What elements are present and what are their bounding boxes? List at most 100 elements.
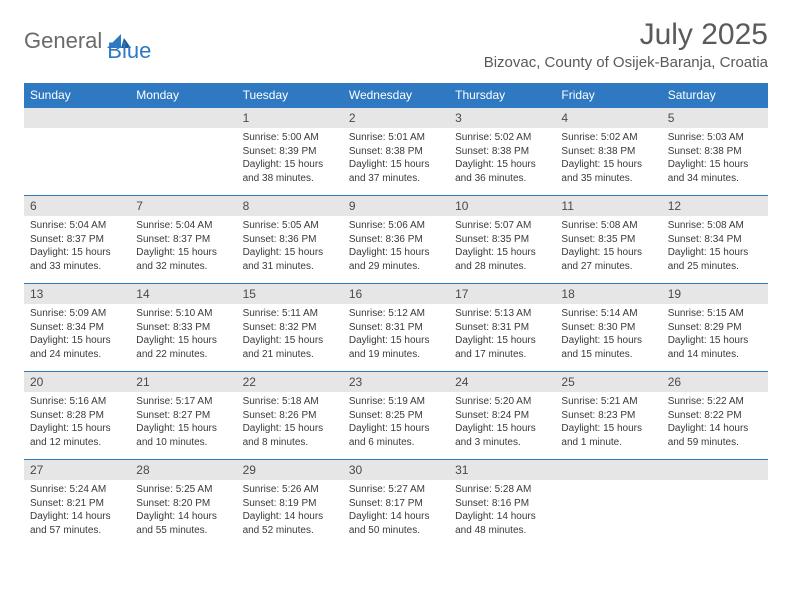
calendar-day-cell: 25Sunrise: 5:21 AMSunset: 8:23 PMDayligh… bbox=[555, 372, 661, 460]
calendar-day-cell: 10Sunrise: 5:07 AMSunset: 8:35 PMDayligh… bbox=[449, 196, 555, 284]
sunset-text: Sunset: 8:20 PM bbox=[136, 497, 230, 511]
day-number: 21 bbox=[130, 372, 236, 392]
empty-day bbox=[130, 108, 236, 128]
daylight-text: Daylight: 15 hours and 34 minutes. bbox=[668, 158, 762, 185]
sunset-text: Sunset: 8:36 PM bbox=[349, 233, 443, 247]
day-details: Sunrise: 5:11 AMSunset: 8:32 PMDaylight:… bbox=[237, 304, 343, 365]
sunrise-text: Sunrise: 5:12 AM bbox=[349, 307, 443, 321]
day-details: Sunrise: 5:16 AMSunset: 8:28 PMDaylight:… bbox=[24, 392, 130, 453]
sunrise-text: Sunrise: 5:02 AM bbox=[455, 131, 549, 145]
day-number: 5 bbox=[662, 108, 768, 128]
calendar-week-row: 1Sunrise: 5:00 AMSunset: 8:39 PMDaylight… bbox=[24, 108, 768, 196]
day-number: 7 bbox=[130, 196, 236, 216]
sunset-text: Sunset: 8:34 PM bbox=[668, 233, 762, 247]
calendar-day-cell: 31Sunrise: 5:28 AMSunset: 8:16 PMDayligh… bbox=[449, 460, 555, 548]
daylight-text: Daylight: 15 hours and 38 minutes. bbox=[243, 158, 337, 185]
calendar-day-cell: 24Sunrise: 5:20 AMSunset: 8:24 PMDayligh… bbox=[449, 372, 555, 460]
day-number: 28 bbox=[130, 460, 236, 480]
day-details: Sunrise: 5:21 AMSunset: 8:23 PMDaylight:… bbox=[555, 392, 661, 453]
daylight-text: Daylight: 15 hours and 29 minutes. bbox=[349, 246, 443, 273]
day-details: Sunrise: 5:20 AMSunset: 8:24 PMDaylight:… bbox=[449, 392, 555, 453]
sunset-text: Sunset: 8:35 PM bbox=[561, 233, 655, 247]
calendar-day-cell: 17Sunrise: 5:13 AMSunset: 8:31 PMDayligh… bbox=[449, 284, 555, 372]
sunrise-text: Sunrise: 5:27 AM bbox=[349, 483, 443, 497]
calendar-day-cell bbox=[662, 460, 768, 548]
calendar-day-cell: 16Sunrise: 5:12 AMSunset: 8:31 PMDayligh… bbox=[343, 284, 449, 372]
day-details: Sunrise: 5:07 AMSunset: 8:35 PMDaylight:… bbox=[449, 216, 555, 277]
sunrise-text: Sunrise: 5:00 AM bbox=[243, 131, 337, 145]
weekday-header: Tuesday bbox=[237, 83, 343, 108]
sunrise-text: Sunrise: 5:01 AM bbox=[349, 131, 443, 145]
day-details: Sunrise: 5:04 AMSunset: 8:37 PMDaylight:… bbox=[130, 216, 236, 277]
day-details: Sunrise: 5:12 AMSunset: 8:31 PMDaylight:… bbox=[343, 304, 449, 365]
sunset-text: Sunset: 8:32 PM bbox=[243, 321, 337, 335]
calendar-day-cell: 15Sunrise: 5:11 AMSunset: 8:32 PMDayligh… bbox=[237, 284, 343, 372]
calendar-day-cell: 14Sunrise: 5:10 AMSunset: 8:33 PMDayligh… bbox=[130, 284, 236, 372]
daylight-text: Daylight: 15 hours and 25 minutes. bbox=[668, 246, 762, 273]
day-number: 10 bbox=[449, 196, 555, 216]
sunrise-text: Sunrise: 5:19 AM bbox=[349, 395, 443, 409]
day-number: 29 bbox=[237, 460, 343, 480]
sunset-text: Sunset: 8:37 PM bbox=[136, 233, 230, 247]
calendar-day-cell bbox=[24, 108, 130, 196]
day-details: Sunrise: 5:09 AMSunset: 8:34 PMDaylight:… bbox=[24, 304, 130, 365]
daylight-text: Daylight: 15 hours and 10 minutes. bbox=[136, 422, 230, 449]
daylight-text: Daylight: 15 hours and 37 minutes. bbox=[349, 158, 443, 185]
calendar-day-cell: 1Sunrise: 5:00 AMSunset: 8:39 PMDaylight… bbox=[237, 108, 343, 196]
calendar-day-cell: 2Sunrise: 5:01 AMSunset: 8:38 PMDaylight… bbox=[343, 108, 449, 196]
sunset-text: Sunset: 8:31 PM bbox=[455, 321, 549, 335]
day-number: 26 bbox=[662, 372, 768, 392]
day-number: 16 bbox=[343, 284, 449, 304]
sunrise-text: Sunrise: 5:15 AM bbox=[668, 307, 762, 321]
daylight-text: Daylight: 15 hours and 22 minutes. bbox=[136, 334, 230, 361]
header: General Blue July 2025 Bizovac, County o… bbox=[0, 0, 792, 77]
daylight-text: Daylight: 15 hours and 8 minutes. bbox=[243, 422, 337, 449]
calendar-day-cell: 18Sunrise: 5:14 AMSunset: 8:30 PMDayligh… bbox=[555, 284, 661, 372]
day-number: 2 bbox=[343, 108, 449, 128]
day-number: 4 bbox=[555, 108, 661, 128]
day-details: Sunrise: 5:00 AMSunset: 8:39 PMDaylight:… bbox=[237, 128, 343, 189]
day-details: Sunrise: 5:02 AMSunset: 8:38 PMDaylight:… bbox=[449, 128, 555, 189]
day-details: Sunrise: 5:06 AMSunset: 8:36 PMDaylight:… bbox=[343, 216, 449, 277]
sunset-text: Sunset: 8:24 PM bbox=[455, 409, 549, 423]
sunrise-text: Sunrise: 5:09 AM bbox=[30, 307, 124, 321]
calendar-day-cell: 4Sunrise: 5:02 AMSunset: 8:38 PMDaylight… bbox=[555, 108, 661, 196]
day-details: Sunrise: 5:08 AMSunset: 8:35 PMDaylight:… bbox=[555, 216, 661, 277]
day-number: 9 bbox=[343, 196, 449, 216]
day-number: 23 bbox=[343, 372, 449, 392]
daylight-text: Daylight: 14 hours and 59 minutes. bbox=[668, 422, 762, 449]
calendar-day-cell: 27Sunrise: 5:24 AMSunset: 8:21 PMDayligh… bbox=[24, 460, 130, 548]
weekday-header-row: Sunday Monday Tuesday Wednesday Thursday… bbox=[24, 83, 768, 108]
sunrise-text: Sunrise: 5:25 AM bbox=[136, 483, 230, 497]
sunrise-text: Sunrise: 5:04 AM bbox=[136, 219, 230, 233]
calendar-day-cell: 29Sunrise: 5:26 AMSunset: 8:19 PMDayligh… bbox=[237, 460, 343, 548]
calendar-day-cell bbox=[130, 108, 236, 196]
day-details: Sunrise: 5:28 AMSunset: 8:16 PMDaylight:… bbox=[449, 480, 555, 541]
calendar-day-cell: 22Sunrise: 5:18 AMSunset: 8:26 PMDayligh… bbox=[237, 372, 343, 460]
day-number: 14 bbox=[130, 284, 236, 304]
title-block: July 2025 Bizovac, County of Osijek-Bara… bbox=[484, 18, 768, 71]
sunrise-text: Sunrise: 5:04 AM bbox=[30, 219, 124, 233]
empty-day bbox=[24, 108, 130, 128]
sunrise-text: Sunrise: 5:03 AM bbox=[668, 131, 762, 145]
day-number: 17 bbox=[449, 284, 555, 304]
day-number: 25 bbox=[555, 372, 661, 392]
sunrise-text: Sunrise: 5:08 AM bbox=[561, 219, 655, 233]
sunset-text: Sunset: 8:22 PM bbox=[668, 409, 762, 423]
sunset-text: Sunset: 8:26 PM bbox=[243, 409, 337, 423]
month-title: July 2025 bbox=[484, 18, 768, 52]
daylight-text: Daylight: 14 hours and 52 minutes. bbox=[243, 510, 337, 537]
sunset-text: Sunset: 8:33 PM bbox=[136, 321, 230, 335]
sunrise-text: Sunrise: 5:26 AM bbox=[243, 483, 337, 497]
calendar-day-cell: 13Sunrise: 5:09 AMSunset: 8:34 PMDayligh… bbox=[24, 284, 130, 372]
daylight-text: Daylight: 15 hours and 32 minutes. bbox=[136, 246, 230, 273]
daylight-text: Daylight: 15 hours and 12 minutes. bbox=[30, 422, 124, 449]
calendar-day-cell: 5Sunrise: 5:03 AMSunset: 8:38 PMDaylight… bbox=[662, 108, 768, 196]
sunrise-text: Sunrise: 5:08 AM bbox=[668, 219, 762, 233]
day-details: Sunrise: 5:26 AMSunset: 8:19 PMDaylight:… bbox=[237, 480, 343, 541]
daylight-text: Daylight: 15 hours and 35 minutes. bbox=[561, 158, 655, 185]
sunrise-text: Sunrise: 5:06 AM bbox=[349, 219, 443, 233]
day-details: Sunrise: 5:24 AMSunset: 8:21 PMDaylight:… bbox=[24, 480, 130, 541]
weekday-header: Saturday bbox=[662, 83, 768, 108]
day-number: 12 bbox=[662, 196, 768, 216]
